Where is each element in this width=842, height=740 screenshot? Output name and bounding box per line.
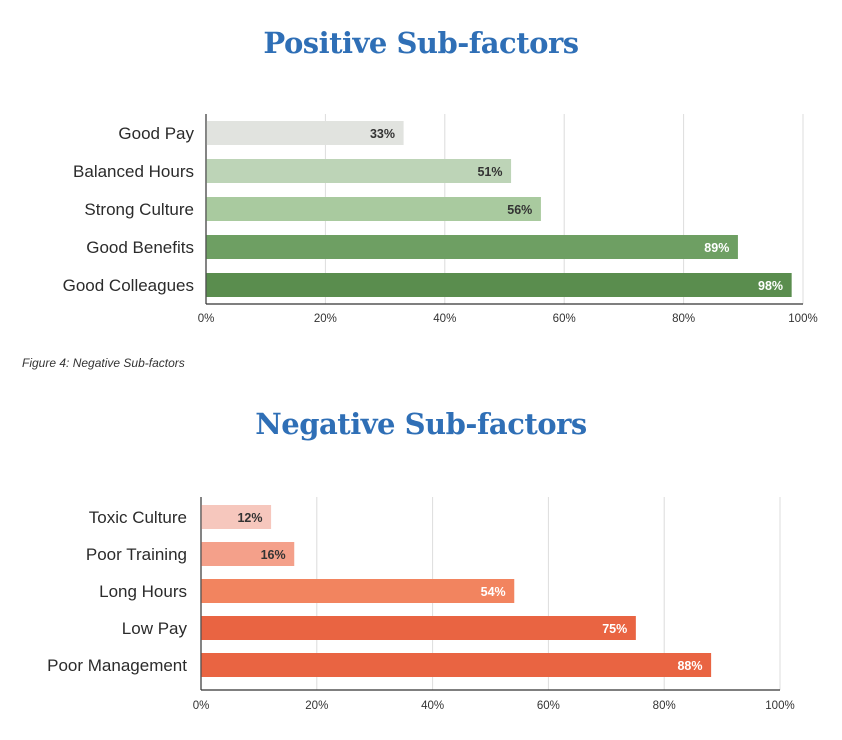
negative-data-label: 12% xyxy=(237,511,262,525)
negative-x-tick-label: 40% xyxy=(421,700,444,712)
positive-x-tick-label: 40% xyxy=(433,313,456,325)
positive-subfactors-chart: 0% 20% 40% 60% 80% 100% Good Pay 33% Balanced Ho… xyxy=(63,114,818,325)
positive-data-label: 56% xyxy=(507,203,532,217)
negative-x-tick-label: 0% xyxy=(193,700,210,712)
positive-x-tick-label: 100% xyxy=(788,313,817,325)
negative-category-label: Poor Management xyxy=(47,656,187,675)
negative-data-label: 54% xyxy=(481,585,506,599)
negative-x-tick-label: 100% xyxy=(765,700,794,712)
negative-category-label: Toxic Culture xyxy=(89,508,187,527)
negative-bar xyxy=(201,579,515,603)
positive-x-tick-label: 0% xyxy=(198,313,215,325)
negative-bar xyxy=(201,616,636,640)
positive-bar xyxy=(206,159,512,183)
negative-bar xyxy=(201,653,712,677)
positive-x-tick-label: 60% xyxy=(553,313,576,325)
positive-bar xyxy=(206,273,792,297)
negative-category-label: Long Hours xyxy=(99,582,187,601)
positive-bar xyxy=(206,197,541,221)
negative-x-tick-label: 80% xyxy=(653,700,676,712)
positive-data-label: 89% xyxy=(704,241,729,255)
negative-chart-title: Negative Sub-factors xyxy=(255,407,587,441)
positive-x-tick-label: 20% xyxy=(314,313,337,325)
positive-category-label: Strong Culture xyxy=(84,200,194,219)
negative-category-label: Low Pay xyxy=(122,619,188,638)
positive-x-tick-label: 80% xyxy=(672,313,695,325)
figure-caption: Figure 4: Negative Sub-factors xyxy=(22,356,185,370)
negative-x-tick-label: 20% xyxy=(305,700,328,712)
positive-category-label: Good Benefits xyxy=(86,238,194,257)
negative-data-label: 75% xyxy=(602,622,627,636)
negative-data-label: 88% xyxy=(677,659,702,673)
positive-data-label: 98% xyxy=(758,279,783,293)
positive-bar xyxy=(206,235,738,259)
negative-data-label: 16% xyxy=(261,548,286,562)
positive-data-label: 51% xyxy=(477,165,502,179)
negative-bar xyxy=(201,542,295,566)
positive-data-label: 33% xyxy=(370,127,395,141)
positive-bar xyxy=(206,121,404,145)
positive-category-label: Good Colleagues xyxy=(63,276,194,295)
negative-bar xyxy=(201,505,272,529)
negative-x-tick-label: 60% xyxy=(537,700,560,712)
positive-category-label: Good Pay xyxy=(118,124,194,143)
negative-category-label: Poor Training xyxy=(86,545,187,564)
positive-category-label: Balanced Hours xyxy=(73,162,194,181)
positive-chart-title: Positive Sub-factors xyxy=(263,26,579,60)
